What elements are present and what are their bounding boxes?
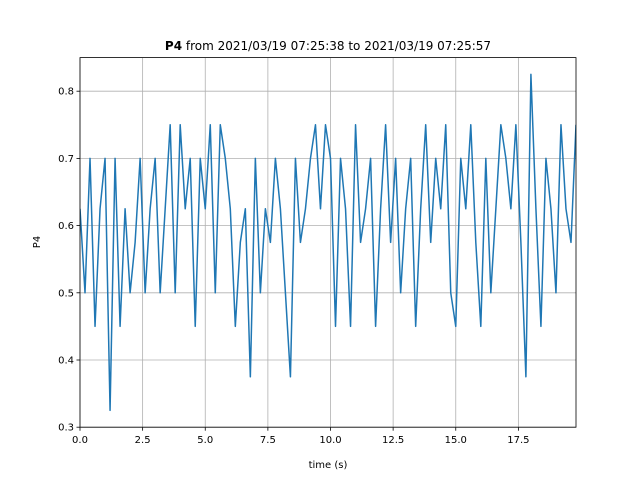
y-tick-label: 0.5 [58,288,74,299]
x-tick-label: 12.5 [382,435,404,446]
x-tick-label: 7.5 [260,435,276,446]
x-tick-label: 0.0 [72,435,88,446]
x-tick-label: 2.5 [135,435,151,446]
title-text: from 2021/03/19 07:25:38 to 2021/03/19 0… [186,39,491,53]
y-axis-label: P4 [32,236,43,248]
x-tick-label: 10.0 [319,435,341,446]
y-tick-label: 0.3 [58,423,74,434]
x-tick-label: 5.0 [197,435,213,446]
chart-title: P4 from 2021/03/19 07:25:38 to 2021/03/1… [165,39,491,53]
line-series [80,73,576,412]
x-tick-label: 17.5 [507,435,529,446]
x-axis-label: time (s) [309,460,348,471]
plot-frame [79,57,577,428]
y-tick-label: 0.6 [58,221,74,232]
y-tick-label: 0.8 [58,87,74,98]
y-tick-label: 0.7 [58,154,74,165]
y-tick-label: 0.4 [58,356,74,367]
title-name: P4 [165,39,182,53]
x-tick-label: 15.0 [445,435,467,446]
